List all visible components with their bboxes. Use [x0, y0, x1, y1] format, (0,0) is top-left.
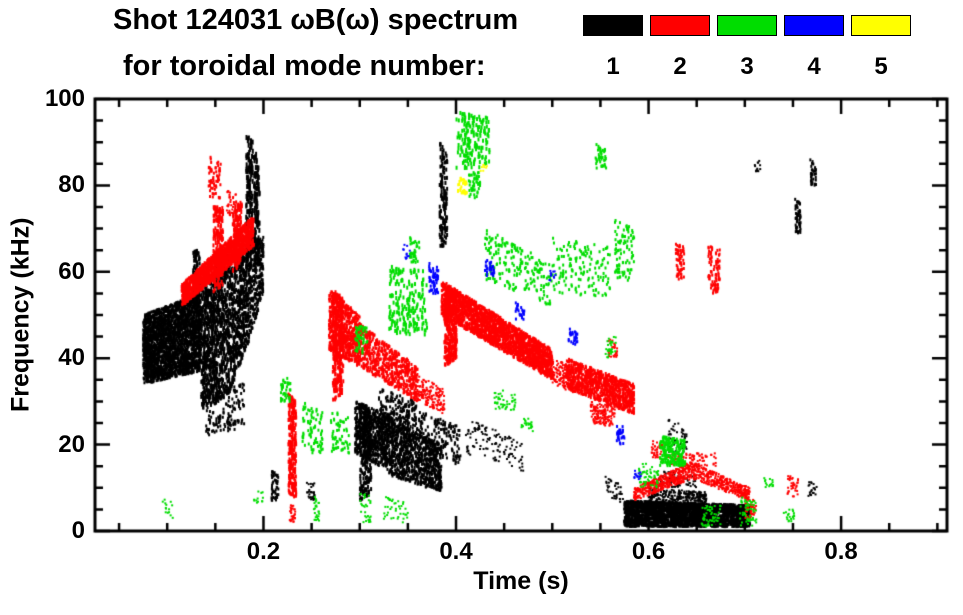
y-tick-label: 60	[58, 257, 85, 285]
x-tick-label: 0.8	[824, 538, 858, 565]
x-tick-label: 0.4	[439, 538, 473, 565]
y-tick-label: 20	[58, 430, 85, 458]
x-tick-label: 0.6	[631, 538, 666, 565]
y-axis-label: Frequency (kHz)	[6, 217, 35, 413]
y-tick-label: 40	[58, 344, 85, 372]
x-axis-label: Time (s)	[473, 567, 569, 595]
y-tick-label: 0	[71, 517, 85, 544]
y-tick-label: 100	[44, 85, 85, 112]
x-tick-label: 0.2	[246, 538, 281, 565]
y-tick-label: 80	[58, 171, 85, 199]
